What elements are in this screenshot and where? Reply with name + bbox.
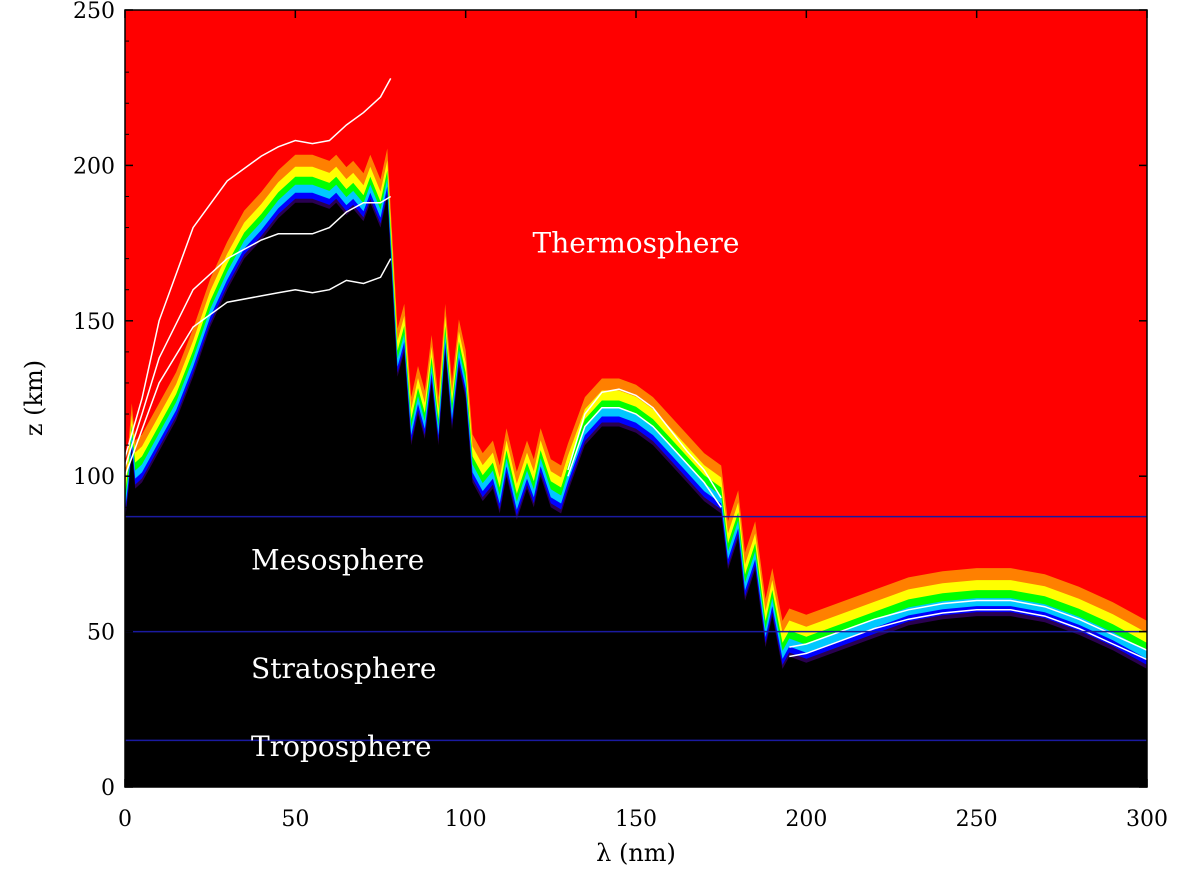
contour-line-4 [567, 388, 722, 499]
y-tick-label: 0 [101, 776, 115, 801]
region-label-thermosphere: Thermosphere [533, 226, 740, 259]
penetration-depth-layers [125, 136, 1147, 787]
x-tick-label: 250 [956, 807, 998, 832]
region-label-stratosphere: Stratosphere [251, 652, 436, 685]
x-tick-label: 300 [1126, 807, 1168, 832]
contour-line-1 [125, 195, 392, 468]
x-axis-label: λ (nm) [596, 839, 676, 867]
plot-area [125, 10, 1147, 787]
contour-lines [125, 78, 1147, 661]
x-tick-label: 50 [281, 807, 309, 832]
x-tick-label: 150 [615, 807, 657, 832]
contour-line-6 [789, 599, 1147, 651]
y-axis-label: z (km) [20, 360, 48, 436]
y-tick-label: 150 [73, 310, 115, 335]
region-labels: Thermosphere Mesosphere Stratosphere Tropos… [251, 226, 739, 762]
region-label-troposphere: Troposphere [251, 730, 432, 763]
depth-band-7 [125, 196, 1147, 787]
x-tick-label: 100 [445, 807, 487, 832]
region-label-mesosphere: Mesosphere [251, 543, 424, 576]
y-tick-label: 250 [73, 0, 115, 24]
y-tick-label: 200 [73, 154, 115, 179]
x-tick-label: 200 [785, 807, 827, 832]
contour-line-2 [125, 78, 392, 458]
layer-boundaries [125, 515, 1147, 742]
contour-line-0 [125, 258, 392, 477]
y-tick-label: 100 [73, 465, 115, 490]
axis-ticks: 0 50 100 150 200 250 300 0 50 100 150 200 250 [73, 0, 1168, 832]
y-tick-label: 50 [87, 621, 115, 646]
x-tick-label: 0 [118, 807, 132, 832]
contour-line-3 [567, 407, 722, 508]
